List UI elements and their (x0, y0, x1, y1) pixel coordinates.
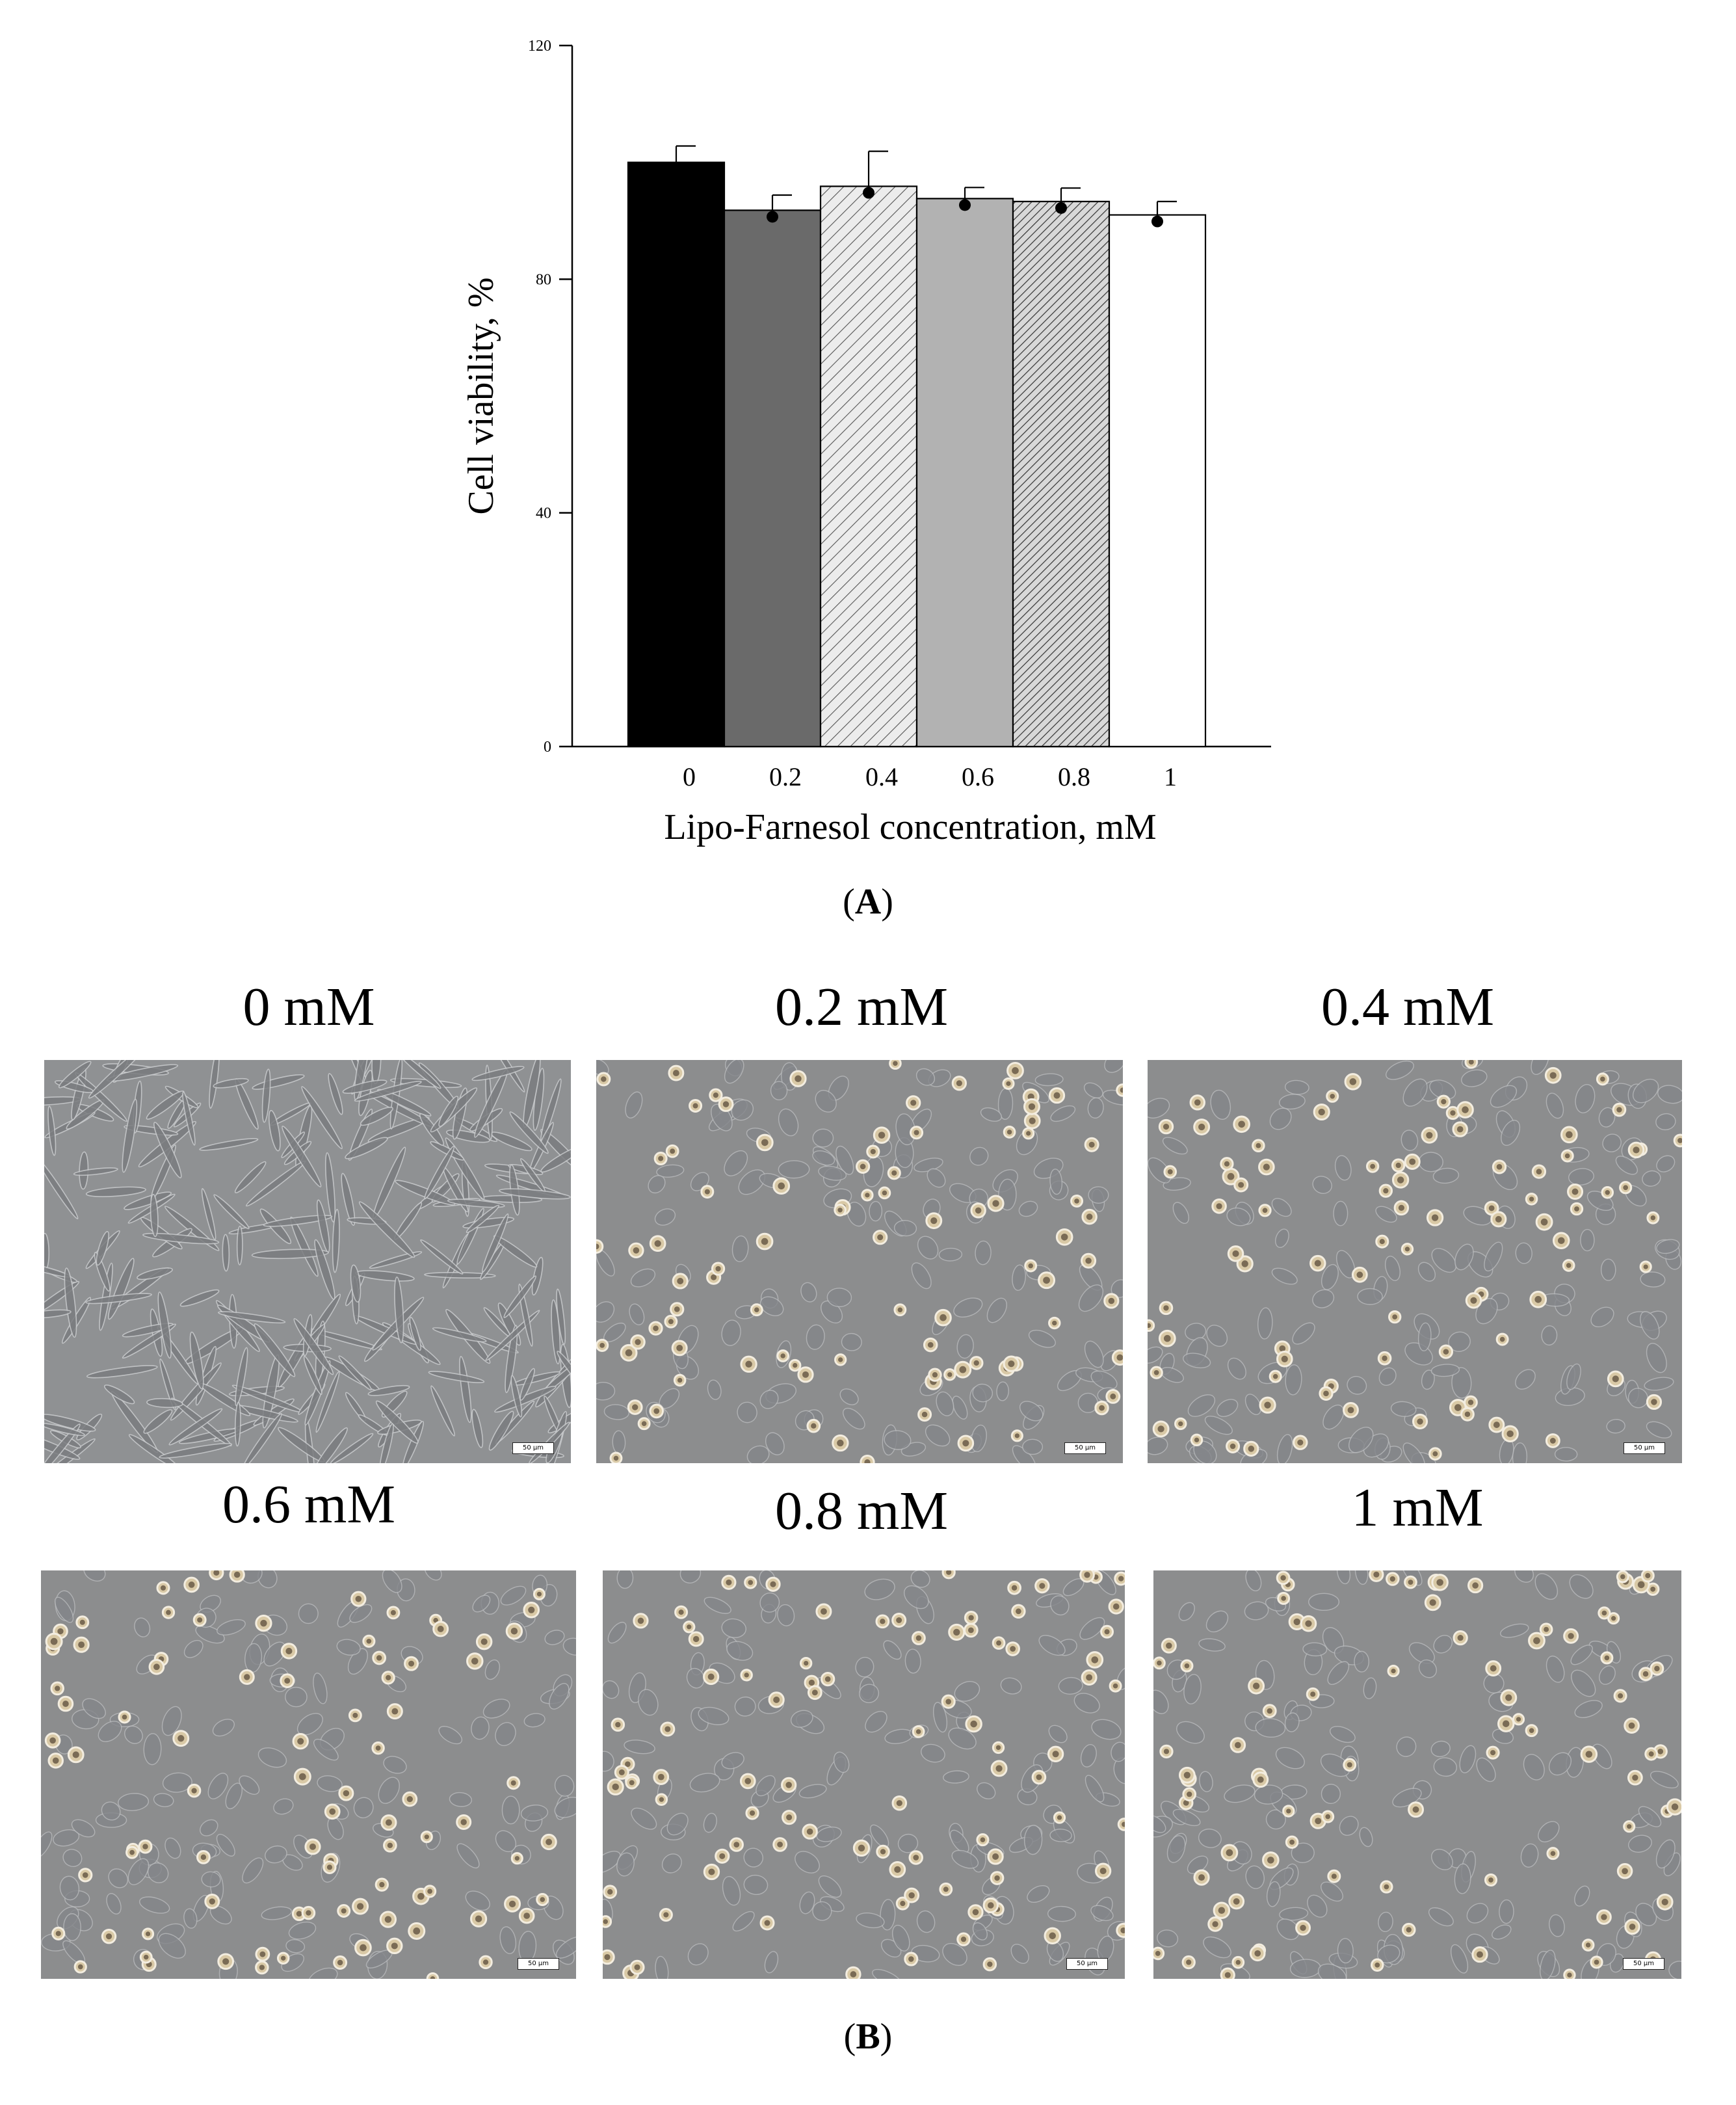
data-point (670, 163, 682, 175)
x-tick-label: 0.2 (769, 762, 802, 791)
data-point (767, 211, 778, 223)
scale-bar: 50 µm (1066, 1958, 1108, 1970)
scale-bar: 50 µm (1623, 1958, 1664, 1970)
micrograph-image-0: 50 µm (44, 1060, 571, 1463)
y-tick-label: 120 (528, 38, 551, 55)
x-tick-label: 0.6 (962, 762, 994, 791)
scale-bar: 50 µm (512, 1442, 554, 1454)
x-tick-label: 1 (1164, 762, 1177, 791)
panel-label-a: (A) (843, 882, 893, 922)
micrograph-title-4: 0.8 mM (774, 1481, 949, 1541)
chart-bars (627, 145, 1207, 748)
micrograph-title-5: 1 mM (1351, 1477, 1484, 1538)
micrograph-image-3: 50 µm (41, 1570, 576, 1979)
data-point (959, 199, 971, 211)
data-point (1055, 202, 1067, 214)
data-point (1151, 215, 1163, 228)
y-tick-label: 40 (536, 505, 551, 522)
bar-0 (627, 161, 726, 748)
scale-bar: 50 µm (1064, 1442, 1106, 1454)
x-tick-label: 0.8 (1058, 762, 1090, 791)
micrograph-title-3: 0.6 mM (222, 1474, 396, 1535)
panel-label-b: (B) (843, 2017, 893, 2057)
micrograph-image-5: 50 µm (1153, 1570, 1681, 1979)
data-point (863, 187, 875, 199)
micrograph-title-2: 0.4 mM (1321, 977, 1495, 1037)
scale-bar: 50 µm (518, 1958, 559, 1970)
viability-bar-chart: 0 40 80 120 0 0.2 0.4 0.6 0.8 1 Cell viability, % L… (461, 38, 1271, 847)
micrograph-image-2: 50 µm (1148, 1060, 1682, 1463)
x-tick-label: 0 (683, 762, 696, 791)
scale-bar: 50 µm (1624, 1442, 1665, 1454)
micrograph-image-1: 50 µm (596, 1060, 1123, 1463)
bar-1 (1108, 214, 1207, 748)
x-axis-label: Lipo-Farnesol concentration, mM (664, 807, 1156, 847)
bar-0.8 (1012, 200, 1111, 748)
micrograph-title-1: 0.2 mM (774, 977, 949, 1037)
bar-0.4 (819, 185, 918, 748)
bar-0.6 (915, 198, 1014, 748)
y-axis-label: Cell viability, % (461, 278, 501, 515)
x-tick-label: 0.4 (865, 762, 898, 791)
micrograph-image-4: 50 µm (603, 1570, 1125, 1979)
y-tick-label: 80 (536, 271, 551, 288)
bar-0.2 (723, 209, 822, 748)
chart-labels: 0 40 80 120 0 0.2 0.4 0.6 0.8 1 Cell viability, % L… (461, 38, 1177, 847)
micrograph-title-0: 0 mM (243, 977, 375, 1037)
y-tick-label: 0 (544, 739, 551, 756)
